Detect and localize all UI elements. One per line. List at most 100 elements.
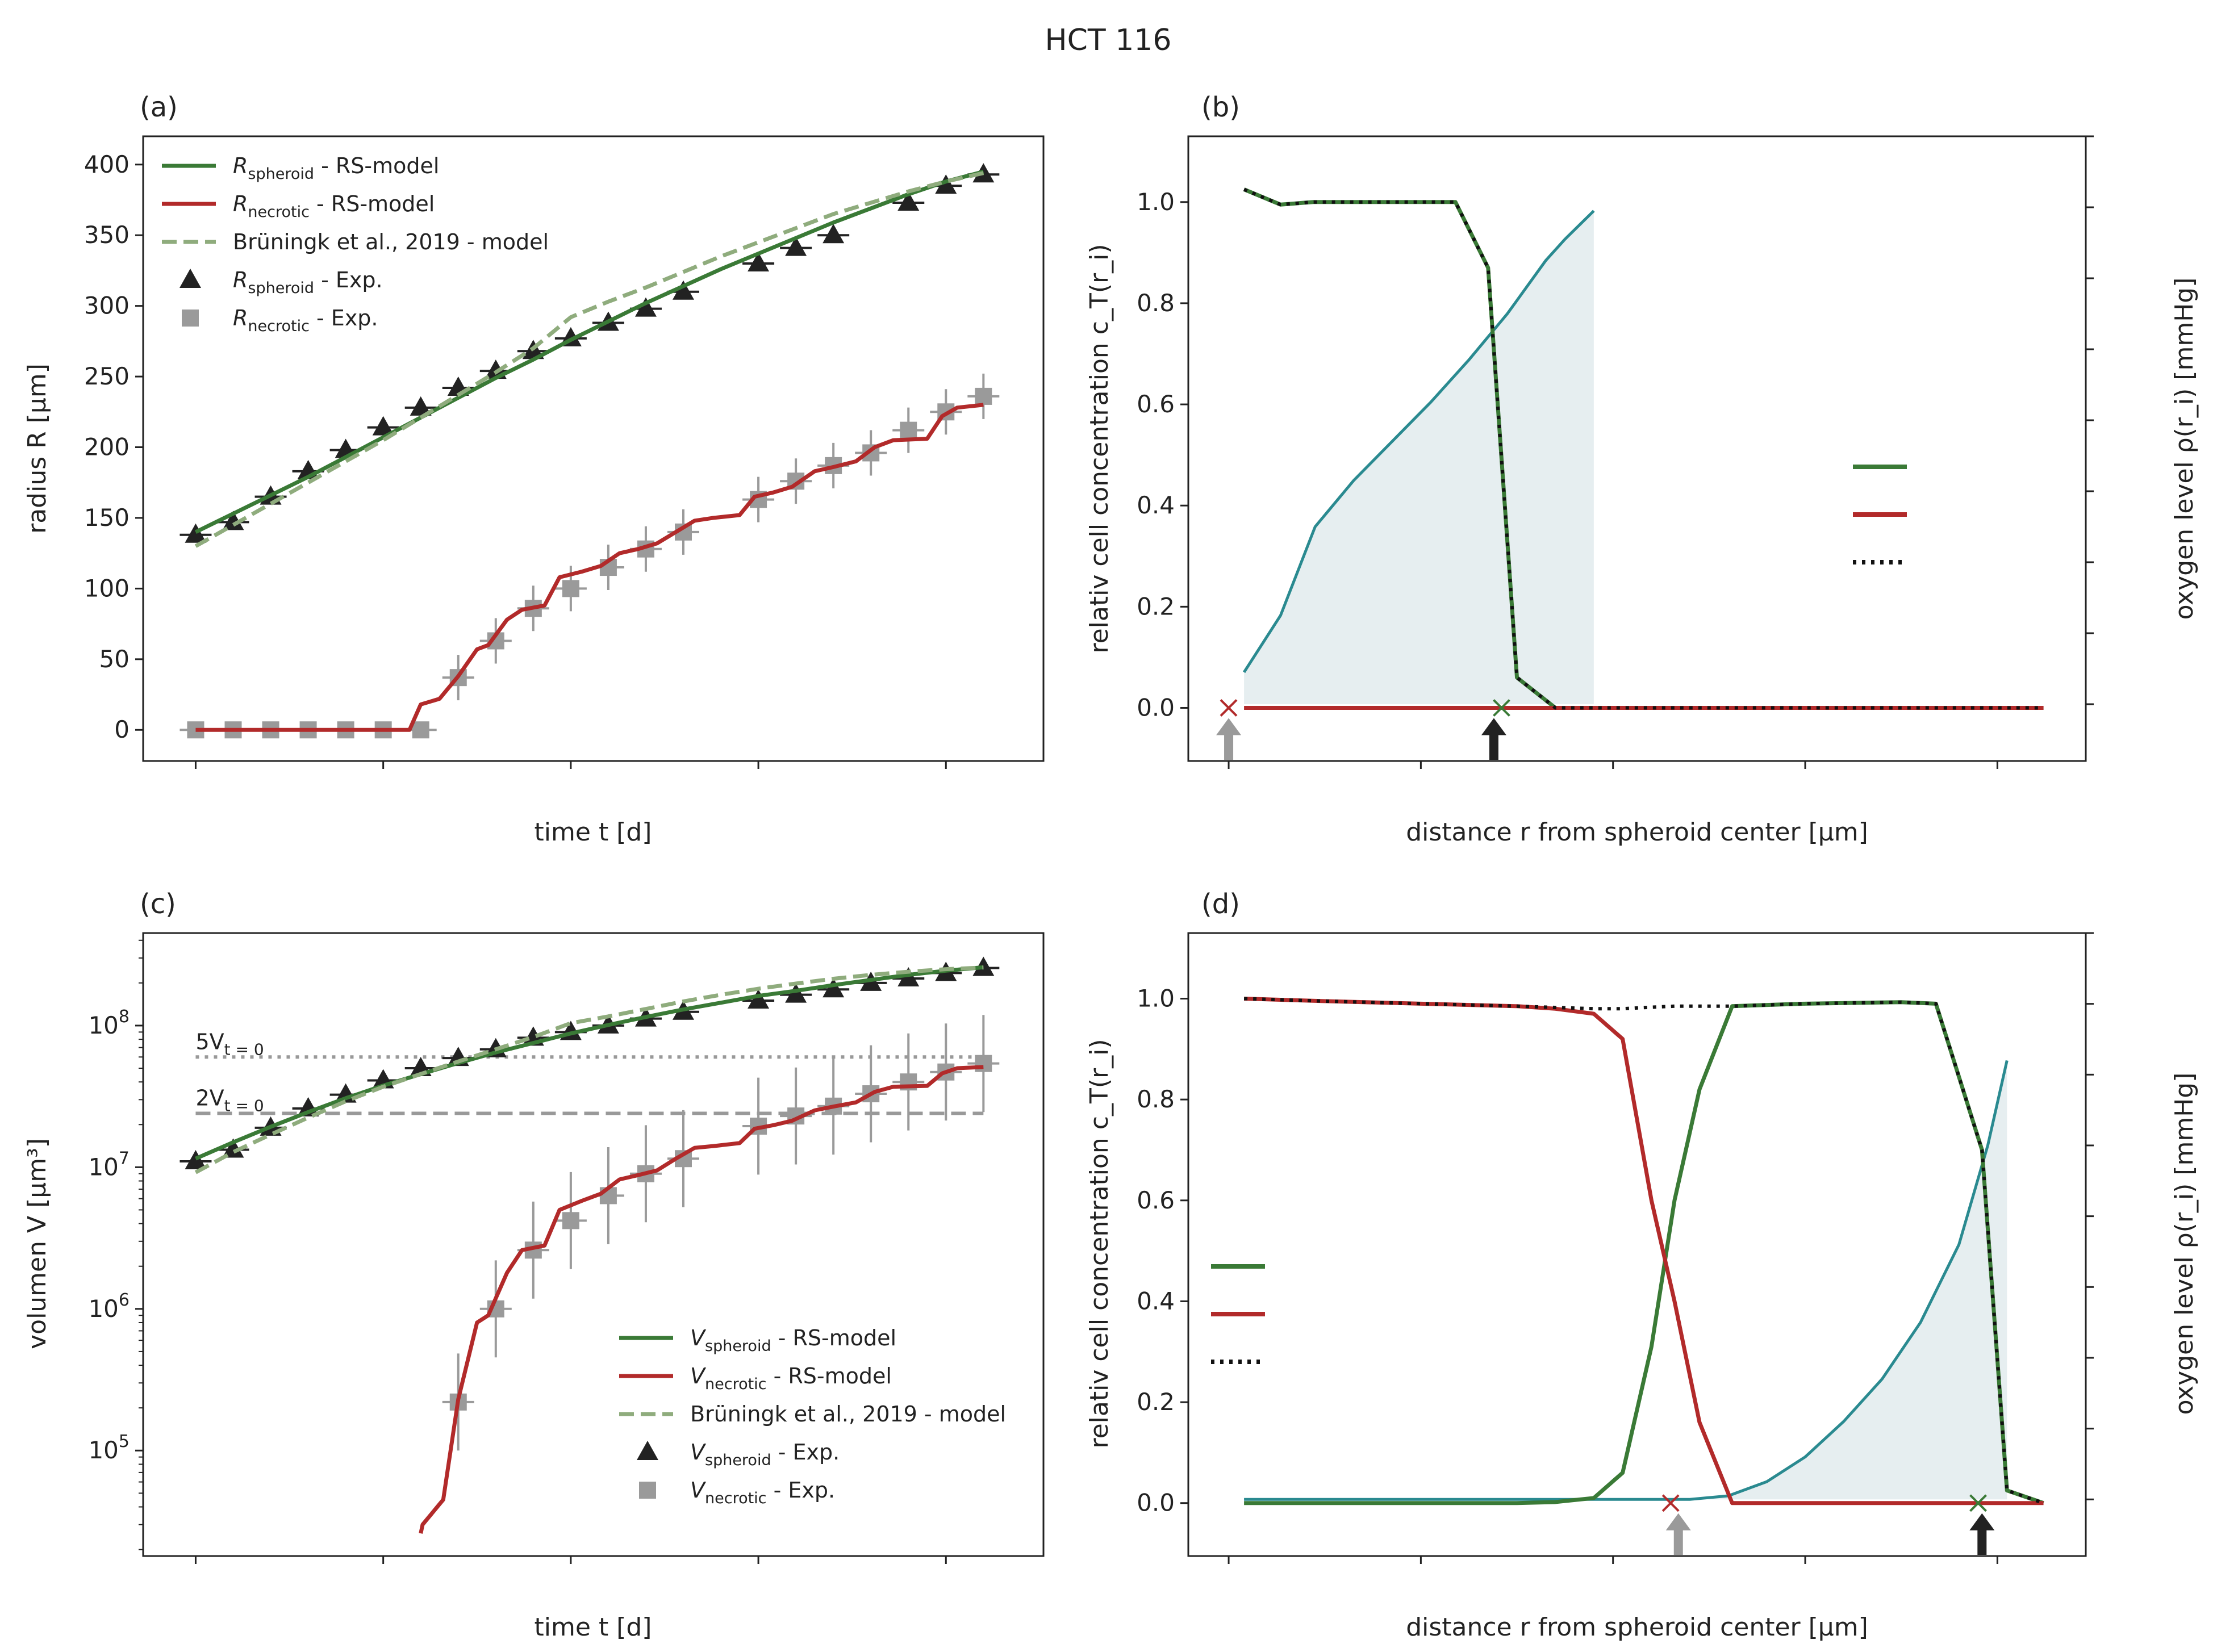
legend-label-rest: - RS-model [771, 1325, 896, 1350]
y-tick-base: 10 [88, 1011, 118, 1039]
radius-arrow [1665, 1513, 1691, 1555]
legend-label: Rspheroid - RS-model [233, 153, 439, 183]
spheroid-exp-marker [748, 989, 770, 1009]
axes-frame-d [1187, 932, 2087, 1557]
y2-axis-label-d: oxygen level ρ(r_i) [mmHg] [2170, 1073, 2199, 1415]
spheroid-exp-marker [673, 280, 694, 300]
radius-arrow [1216, 718, 1242, 760]
legend-label: Rnecrotic - RS-model [233, 191, 435, 221]
legend-label-rest: - Exp. [771, 1440, 840, 1465]
spheroid-exp-marker [372, 416, 394, 436]
y-tick-label: 107 [88, 1148, 130, 1181]
y-tick-label: 105 [88, 1432, 130, 1464]
y-tick-label: 0.4 [1137, 491, 1175, 519]
x-marker [1220, 699, 1238, 717]
oxygen-area [1244, 1060, 2007, 1500]
series-line [194, 171, 984, 548]
legend-label: Rnecrotic - Exp. [233, 306, 378, 335]
series-line [1243, 187, 2044, 710]
y-tick-exp: 6 [119, 1290, 130, 1310]
legend-label: Brüningk et al., 2019 - model [690, 1402, 1006, 1427]
y-tick-label: 300 [84, 292, 130, 320]
series-line [195, 403, 984, 732]
oxygen-line [1243, 210, 1595, 674]
y2-axis-label-b: oxygen level ρ(r_i) [mmHg] [2170, 278, 2199, 620]
y-axis-label-a: radius R [μm] [23, 363, 52, 534]
legend-label-rest: - Exp. [767, 1478, 836, 1503]
legend-marker [179, 269, 201, 288]
spheroid-exp-marker [972, 956, 995, 976]
necrotic-exp-marker [562, 1212, 579, 1229]
x-marker [1493, 699, 1510, 717]
spheroid-exp-marker [822, 224, 845, 244]
spheroid-exp-marker [897, 191, 920, 211]
y-tick-label: 150 [84, 504, 130, 532]
y-tick-label: 400 [84, 150, 130, 178]
necrotic-exp-marker [562, 580, 579, 597]
legend-label-main: V [690, 1325, 707, 1350]
spheroid-exp-marker [410, 396, 432, 416]
legend-label-rest: - RS-model [310, 191, 435, 216]
y-tick-label: 1.0 [1137, 188, 1175, 216]
radius-arrow [1969, 1513, 1995, 1555]
panel-label-a: (a) [140, 91, 178, 123]
y-tick-label: 0.2 [1137, 1388, 1175, 1416]
legend-label: Rspheroid - Exp. [233, 267, 383, 297]
y-tick-label: 50 [99, 645, 130, 673]
y-axis-label-b: relativ cell concentration c_T(r_i) [1085, 244, 1114, 653]
reference-label-main: 5V [195, 1029, 224, 1054]
y-tick-label: 1.0 [1137, 984, 1175, 1012]
y-tick-label: 100 [84, 574, 130, 602]
panel-label-d: (d) [1201, 888, 1240, 920]
y-tick-label: 200 [84, 433, 130, 461]
spheroid-exp-marker [222, 1138, 244, 1158]
y-tick-label: 0.4 [1137, 1287, 1175, 1315]
x-axis-label-b: distance r from spheroid center [μm] [1406, 818, 1868, 847]
spheroid-exp-marker [785, 983, 807, 1003]
legend-label: Vspheroid - Exp. [690, 1440, 840, 1469]
spheroid-exp-marker [748, 252, 770, 271]
y-tick-base: 10 [88, 1295, 118, 1323]
panel-label-b: (b) [1201, 91, 1240, 123]
reference-line-label: 2Vt = 0 [195, 1086, 264, 1115]
y-tick-label: 0.0 [1137, 1489, 1175, 1517]
legend-label-main: Brüningk et al., 2019 - model [690, 1402, 1006, 1427]
legend-label-sub: necrotic [248, 317, 310, 335]
spheroid-exp-marker [634, 297, 657, 317]
reference-label-sub: t = 0 [224, 1097, 264, 1115]
axes-frame-a [142, 135, 1045, 762]
oxygen-line [1244, 1060, 2009, 1501]
x-marker [1969, 1494, 1987, 1512]
radius-arrow [1481, 718, 1506, 760]
reference-line-label: 5Vt = 0 [195, 1029, 264, 1059]
panel-a: (a) time t [d] radius R [μm] 0 50 100 150 20… [23, 91, 1045, 847]
series-line [419, 1065, 984, 1534]
y-tick-label: 106 [88, 1290, 130, 1323]
y-tick-exp: 5 [119, 1432, 130, 1452]
y-axis-label-c: volumen V [μm³] [23, 1138, 52, 1349]
legend-marker [182, 310, 199, 327]
reference-label-main: 2V [195, 1086, 224, 1111]
y-tick-label: 0.6 [1137, 390, 1175, 418]
necrotic-exp-marker [412, 721, 429, 739]
y-tick-exp: 8 [119, 1007, 130, 1027]
legend-label-sub: necrotic [705, 1375, 767, 1393]
figure-title: HCT 116 [1045, 23, 1172, 57]
spheroid-exp-marker [185, 523, 207, 543]
legend-label-main: V [690, 1364, 707, 1388]
y-tick-label: 0.0 [1137, 693, 1175, 721]
legend-label-rest: - Exp. [310, 306, 378, 331]
legend-label-sub: spheroid [705, 1337, 771, 1355]
panel-d: (d) distance r from spheroid center [μm]… [1085, 888, 2199, 1642]
legend-label-sub: spheroid [248, 279, 314, 297]
legend-label-sub: spheroid [705, 1452, 771, 1469]
legend-label-main: R [233, 191, 248, 216]
legend-label-main: R [233, 153, 248, 178]
legend-label-main: R [233, 306, 248, 331]
y-axis-label-d: relativ cell concentration c_T(r_i) [1085, 1039, 1114, 1448]
legend-label-main: R [233, 267, 248, 292]
legend-marker [639, 1482, 656, 1499]
y-tick-exp: 7 [119, 1148, 130, 1168]
necrotic-exp-marker [975, 387, 992, 405]
